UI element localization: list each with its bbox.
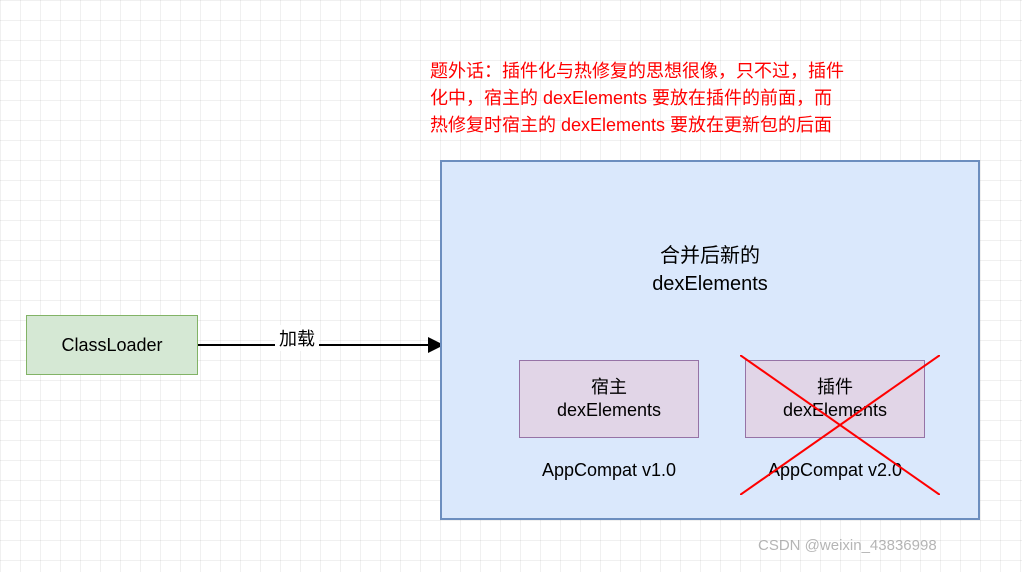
plugin-dex-line2: dexElements	[783, 399, 887, 422]
host-dex-box: 宿主 dexElements	[519, 360, 699, 438]
classloader-box: ClassLoader	[26, 315, 198, 375]
merged-dex-title-line1: 合并后新的	[660, 245, 760, 267]
merged-dex-title-line2: dexElements	[652, 273, 768, 295]
merged-dex-title: 合并后新的 dexElements	[442, 242, 978, 298]
load-arrow-label: 加载	[275, 325, 319, 351]
csdn-watermark: CSDN @weixin_43836998	[758, 537, 937, 554]
classloader-label: ClassLoader	[61, 335, 162, 356]
annotation-line1: 题外话：插件化与热修复的思想很像，只不过，插件	[430, 61, 844, 81]
host-dex-line1: 宿主	[591, 376, 627, 399]
host-dex-caption: AppCompat v1.0	[519, 460, 699, 481]
diagram-canvas: 题外话：插件化与热修复的思想很像，只不过，插件 化中，宿主的 dexElemen…	[0, 0, 1022, 572]
plugin-dex-caption-text: AppCompat v2.0	[768, 460, 902, 480]
annotation-line2: 化中，宿主的 dexElements 要放在插件的前面，而	[430, 88, 832, 108]
annotation-line3: 热修复时宿主的 dexElements 要放在更新包的后面	[430, 115, 832, 135]
load-arrow-label-text: 加载	[279, 329, 315, 349]
plugin-dex-line1: 插件	[817, 376, 853, 399]
host-dex-line2: dexElements	[557, 399, 661, 422]
watermark-text: CSDN @weixin_43836998	[758, 537, 937, 554]
plugin-dex-box: 插件 dexElements	[745, 360, 925, 438]
host-dex-caption-text: AppCompat v1.0	[542, 460, 676, 480]
plugin-dex-caption: AppCompat v2.0	[745, 460, 925, 481]
annotation-text: 题外话：插件化与热修复的思想很像，只不过，插件 化中，宿主的 dexElemen…	[430, 58, 990, 139]
